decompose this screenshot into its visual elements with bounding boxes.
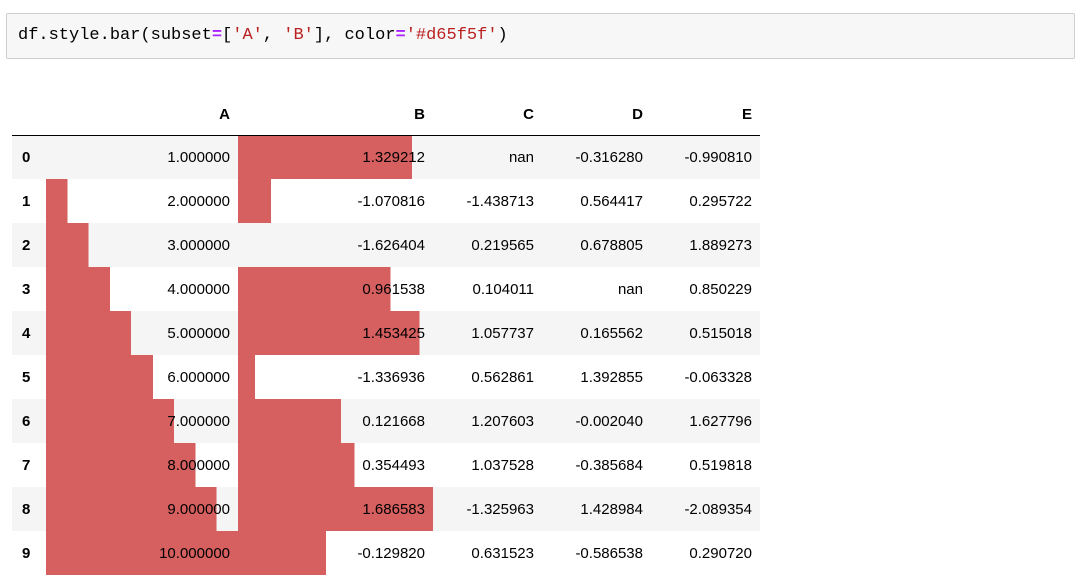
row-index: 8 — [22, 500, 31, 518]
cell-c: 0.631523 — [471, 544, 534, 562]
cell-c: nan — [508, 148, 534, 166]
cell-b: -1.626404 — [238, 223, 433, 267]
row-index: 7 — [22, 456, 31, 474]
cell-b: 1.329212 — [238, 135, 433, 179]
code-cell[interactable]: df.style.bar(subset=['A', 'B'], color='#… — [6, 13, 1075, 59]
cell-a: 9.000000 — [46, 487, 238, 531]
cell-c: -1.325963 — [466, 500, 534, 518]
cell-c: 0.104011 — [472, 280, 534, 298]
code-string-a: 'A' — [232, 26, 263, 45]
code-string-color: '#d65f5f' — [405, 26, 498, 45]
row-index: 3 — [22, 280, 31, 298]
cell-d: 1.392855 — [580, 368, 643, 386]
cell-e: 1.627796 — [689, 412, 752, 430]
cell-b: -1.336936 — [238, 355, 433, 399]
cell-e: 0.290720 — [689, 544, 752, 562]
code-line[interactable]: df.style.bar(subset=['A', 'B'], color='#… — [18, 26, 508, 46]
cell-e: -2.089354 — [684, 500, 752, 518]
table-row: 4 5.000000 1.453425 1.057737 0.165562 0.… — [12, 311, 760, 355]
cell-e: 0.295722 — [689, 192, 752, 210]
row-index: 9 — [22, 544, 31, 562]
column-header-d: D — [542, 95, 651, 136]
cell-d: 1.428984 — [580, 500, 643, 518]
cell-c: 1.207603 — [471, 412, 534, 430]
cell-d: -0.002040 — [575, 412, 643, 430]
cell-b: -0.129820 — [238, 531, 433, 575]
cell-a: 4.000000 — [46, 267, 238, 311]
cell-c: 0.219565 — [471, 236, 534, 254]
cell-a: 10.000000 — [46, 531, 238, 575]
dataframe-output: A B C D E 0 1.000000 1.329212 nan -0.316… — [12, 95, 760, 575]
table-row: 1 2.000000 -1.070816 -1.438713 0.564417 … — [12, 179, 760, 223]
cell-b: 0.121668 — [238, 399, 433, 443]
cell-d: -0.385684 — [575, 456, 643, 474]
header-row: A B C D E — [12, 95, 760, 136]
code-open-paren: ( — [140, 26, 151, 45]
cell-b: 1.686583 — [238, 487, 433, 531]
row-index: 5 — [22, 368, 31, 386]
code-list-open: [ — [222, 26, 233, 45]
cell-e: 0.515018 — [689, 324, 752, 342]
table-row: 3 4.000000 0.961538 0.104011 nan 0.85022… — [12, 267, 760, 311]
table-row: 8 9.000000 1.686583 -1.325963 1.428984 -… — [12, 487, 760, 531]
table-row: 0 1.000000 1.329212 nan -0.316280 -0.990… — [12, 135, 760, 179]
cell-e: 0.850229 — [689, 280, 752, 298]
cell-c: 1.037528 — [471, 456, 534, 474]
cell-c: 1.057737 — [471, 324, 534, 342]
cell-e: 0.519818 — [689, 456, 752, 474]
cell-b: 1.453425 — [238, 311, 433, 355]
cell-e: -0.063328 — [684, 368, 752, 386]
cell-d: nan — [617, 280, 643, 298]
cell-d: 0.678805 — [580, 236, 643, 254]
row-index: 6 — [22, 412, 31, 430]
code-equals-1: = — [211, 26, 223, 45]
row-index: 2 — [22, 236, 31, 254]
code-equals-2: = — [395, 26, 406, 45]
column-header-a: A — [46, 95, 238, 136]
cell-a: 6.000000 — [46, 355, 238, 399]
code-string-b: 'B' — [283, 26, 314, 45]
row-index: 1 — [22, 192, 31, 210]
cell-b: -1.070816 — [238, 179, 433, 223]
table-row: 7 8.000000 0.354493 1.037528 -0.385684 0… — [12, 443, 760, 487]
code-comma-2: , — [324, 26, 345, 45]
code-kw-subset: subset — [150, 26, 212, 45]
row-index: 0 — [22, 148, 31, 166]
table-row: 9 10.000000 -0.129820 0.631523 -0.586538… — [12, 531, 760, 575]
cell-d: -0.316280 — [575, 148, 643, 166]
code-list-close: ] — [313, 26, 325, 45]
column-header-c: C — [433, 95, 542, 136]
cell-d: 0.165562 — [580, 324, 643, 342]
cell-c: 0.562861 — [471, 368, 534, 386]
table-row: 2 3.000000 -1.626404 0.219565 0.678805 1… — [12, 223, 760, 267]
table-row: 5 6.000000 -1.336936 0.562861 1.392855 -… — [12, 355, 760, 399]
column-header-b: B — [238, 95, 433, 136]
code-func: df.style.bar — [18, 26, 141, 45]
cell-d: 0.564417 — [580, 192, 643, 210]
cell-b: 0.961538 — [238, 267, 433, 311]
code-close-paren: ) — [497, 26, 508, 45]
index-header — [12, 95, 46, 136]
cell-c: -1.438713 — [466, 192, 534, 210]
cell-a: 5.000000 — [46, 311, 238, 355]
cell-b: 0.354493 — [238, 443, 433, 487]
table-row: 6 7.000000 0.121668 1.207603 -0.002040 1… — [12, 399, 760, 443]
cell-a: 1.000000 — [46, 135, 238, 179]
cell-a: 2.000000 — [46, 179, 238, 223]
dataframe-table: A B C D E 0 1.000000 1.329212 nan -0.316… — [12, 95, 760, 575]
column-header-e: E — [651, 95, 760, 136]
cell-e: 1.889273 — [689, 236, 752, 254]
row-index: 4 — [22, 324, 31, 342]
cell-a: 8.000000 — [46, 443, 238, 487]
cell-a: 7.000000 — [46, 399, 238, 443]
cell-d: -0.586538 — [575, 544, 643, 562]
code-kw-color: color — [344, 26, 396, 45]
cell-a: 3.000000 — [46, 223, 238, 267]
cell-e: -0.990810 — [684, 148, 752, 166]
code-comma-1: , — [262, 26, 284, 45]
